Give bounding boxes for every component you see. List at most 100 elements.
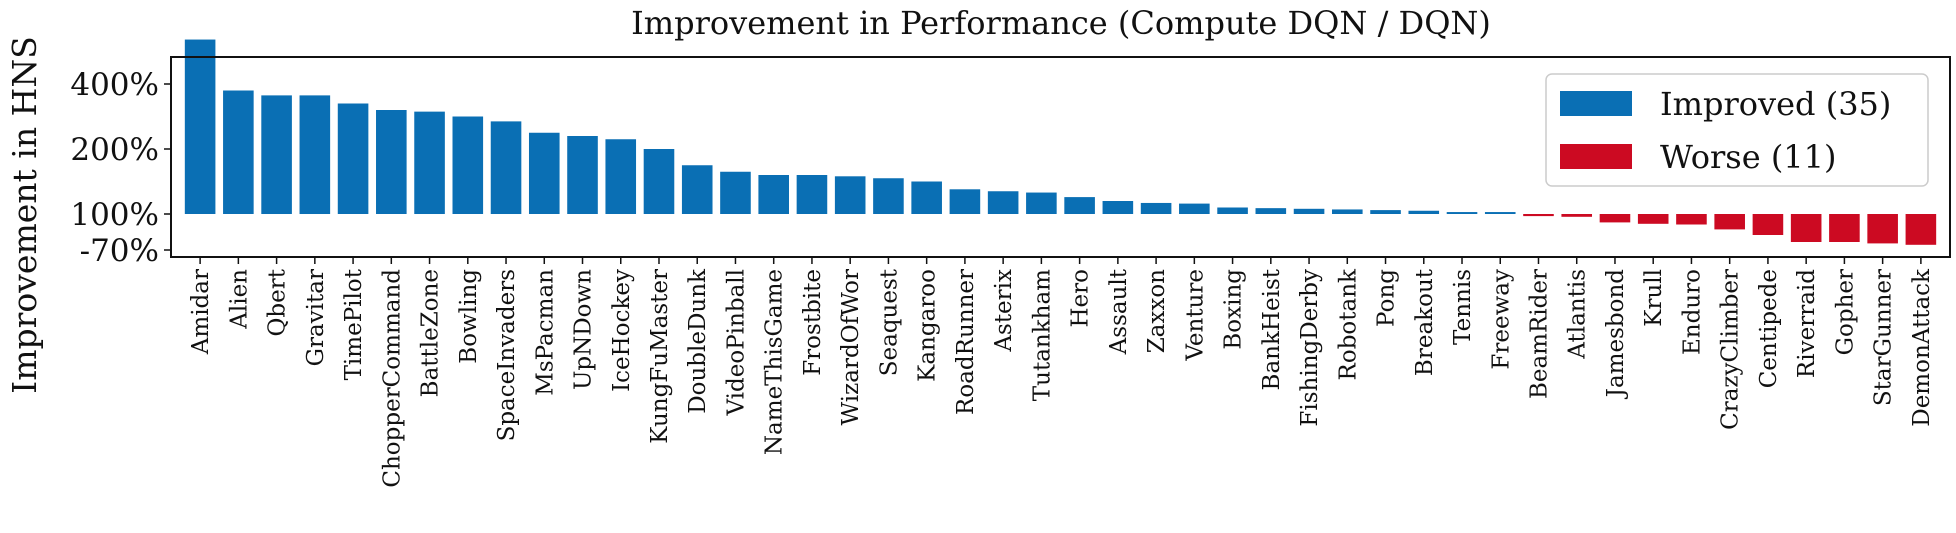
- bar-BattleZone: [414, 111, 445, 215]
- bar-Centipede: [1752, 214, 1784, 235]
- bar-Kangaroo: [911, 181, 942, 214]
- x-tick-label: Alien: [226, 269, 252, 330]
- bar-NameThisGame: [758, 175, 789, 214]
- x-tick-label: Krull: [1641, 269, 1667, 327]
- bar-SpaceInvaders: [490, 121, 522, 215]
- x-tick-label: Gopher: [1832, 269, 1858, 355]
- bar-UpNDown: [567, 136, 598, 214]
- bar-TimePilot: [337, 103, 369, 214]
- bar-Boxing: [1217, 207, 1248, 214]
- bar-Frostbite: [796, 175, 828, 214]
- x-tick-label: DoubleDunk: [685, 268, 711, 414]
- x-tick-label: NameThisGame: [762, 269, 788, 455]
- legend-box: [1545, 73, 1929, 187]
- bar-Alien: [223, 90, 254, 214]
- x-tick-label: UpNDown: [571, 269, 597, 390]
- bar-Pong: [1370, 210, 1401, 214]
- x-tick-label: ChopperCommand: [379, 269, 405, 488]
- x-tick-label: RoadRunner: [953, 269, 979, 415]
- x-tick-label: BeamRider: [1526, 269, 1552, 399]
- bar-Qbert: [261, 95, 292, 215]
- bar-Hero: [1064, 197, 1095, 214]
- legend: Improved (35) Worse (11): [1545, 73, 1929, 187]
- x-tick-label: IceHockey: [609, 269, 635, 392]
- x-tick-label: Atlantis: [1565, 269, 1591, 360]
- bar-Bowling: [452, 116, 484, 214]
- x-tick-label: Jamesbond: [1603, 269, 1629, 400]
- bar-Jamesbond: [1599, 214, 1631, 223]
- x-tick-label: Tutankham: [1029, 269, 1055, 401]
- y-tick-label: 100%: [70, 197, 159, 233]
- bar-Zaxxon: [1140, 202, 1172, 214]
- bar-Venture: [1179, 203, 1210, 214]
- x-tick-label: TimePilot: [341, 268, 367, 380]
- x-tick-label: Qbert: [265, 268, 291, 336]
- x-axis-ticks: Amidar Alien Qbert Gravitar TimePilot Chopper…: [188, 257, 1935, 488]
- x-tick-label: BattleZone: [418, 269, 444, 397]
- bar-Breakout: [1408, 210, 1440, 214]
- legend-swatch-improved: [1560, 91, 1632, 116]
- x-tick-label: BankHeist: [1259, 268, 1285, 390]
- x-tick-label: KungFuMaster: [647, 269, 673, 444]
- y-tick-label: -70%: [80, 233, 159, 269]
- x-tick-label: Pong: [1374, 269, 1400, 327]
- bar-WizardOfWor: [834, 176, 866, 214]
- bar-BankHeist: [1255, 208, 1287, 214]
- x-tick-label: Tennis: [1450, 269, 1476, 345]
- bar-DoubleDunk: [681, 165, 713, 214]
- x-tick-label: Venture: [1182, 269, 1208, 362]
- bar-ChopperCommand: [376, 110, 407, 214]
- bar-Gravitar: [299, 95, 331, 215]
- x-tick-label: Enduro: [1679, 269, 1705, 355]
- y-axis-ticks: 400% 200% 100%-70%: [70, 67, 171, 269]
- x-tick-label: Centipede: [1756, 269, 1782, 388]
- bar-Seaquest: [873, 178, 904, 214]
- legend-swatch-worse: [1560, 144, 1632, 169]
- bars: [184, 39, 1937, 245]
- bar-DemonAttack: [1905, 214, 1937, 245]
- plot-frame: [170, 56, 1951, 258]
- x-tick-label: Bowling: [456, 269, 482, 364]
- bar-Tennis: [1446, 212, 1478, 214]
- bar-Gopher: [1829, 214, 1860, 242]
- legend-label-improved: Improved (35): [1660, 85, 1891, 123]
- bar-KungFuMaster: [643, 149, 675, 214]
- x-tick-label: Riverraid: [1794, 269, 1820, 378]
- bar-CrazyClimber: [1714, 214, 1745, 230]
- bar-BeamRider: [1523, 214, 1554, 217]
- bar-IceHockey: [605, 139, 637, 214]
- x-tick-label: Hero: [1068, 269, 1094, 328]
- bar-Asterix: [987, 191, 1019, 214]
- chart-title: Improvement in Performance (Compute DQN …: [631, 4, 1491, 42]
- y-axis-label: Improvement in HNS: [5, 36, 44, 394]
- bar-FishingDerby: [1293, 208, 1325, 214]
- x-tick-label: VideoPinball: [723, 269, 749, 417]
- x-tick-label: Asterix: [991, 269, 1017, 353]
- x-tick-label: Freeway: [1488, 269, 1514, 370]
- x-tick-label: WizardOfWor: [838, 269, 864, 425]
- bar-RoadRunner: [949, 189, 981, 214]
- bar-Tutankham: [1026, 192, 1057, 214]
- bar-Amidar: [184, 39, 216, 214]
- y-tick-label: 400%: [70, 67, 159, 103]
- bar-VideoPinball: [720, 171, 751, 214]
- x-tick-label: Kangaroo: [915, 269, 941, 382]
- x-tick-label: Boxing: [1221, 269, 1247, 350]
- x-tick-label: Seaquest: [876, 268, 902, 376]
- legend-label-worse: Worse (11): [1660, 138, 1837, 176]
- y-tick-label: 200%: [70, 132, 159, 168]
- x-tick-label: Assault: [1106, 268, 1132, 355]
- bar-Atlantis: [1561, 214, 1593, 217]
- bar-Freeway: [1484, 212, 1516, 214]
- bar-Robotank: [1332, 209, 1363, 214]
- x-tick-label: Gravitar: [303, 269, 329, 366]
- bar-Assault: [1102, 201, 1134, 214]
- x-tick-label: FishingDerby: [1297, 269, 1323, 427]
- x-tick-label: MsPacman: [532, 269, 558, 396]
- bar-MsPacman: [528, 132, 560, 214]
- x-tick-label: SpaceInvaders: [494, 269, 520, 441]
- bar-Riverraid: [1790, 214, 1822, 242]
- x-tick-label: Robotank: [1335, 268, 1361, 381]
- x-tick-label: Zaxxon: [1144, 269, 1170, 353]
